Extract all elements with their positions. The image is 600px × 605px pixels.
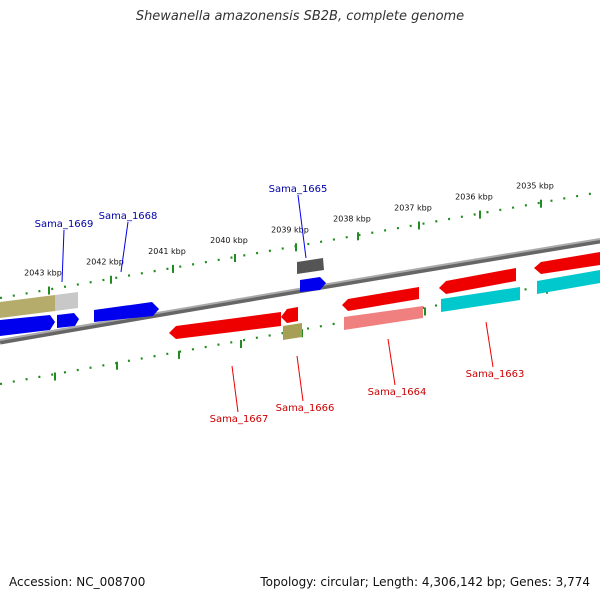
gene-red-right[interactable] — [534, 252, 600, 274]
gene-sama-1664[interactable] — [342, 287, 419, 311]
gene-sama-1665[interactable] — [300, 277, 326, 292]
gene-label-sama-1664[interactable]: Sama_1664 — [368, 387, 427, 398]
gene-label-sama-1663[interactable]: Sama_1663 — [466, 369, 525, 380]
leader-sama-1665 — [297, 194, 307, 259]
gene-label-sama-1668[interactable]: Sama_1668 — [99, 211, 158, 222]
tick-label: 2041 kbp — [148, 247, 186, 256]
topology-summary: Topology: circular; Length: 4,306,142 bp… — [260, 575, 590, 589]
gene-olive-1666[interactable] — [283, 323, 302, 340]
forward-genes — [0, 258, 326, 336]
leader-sama-1669 — [61, 229, 65, 283]
leader-sama-1667 — [231, 365, 239, 413]
leader-sama-1663 — [485, 321, 494, 368]
gene-sama-1666[interactable] — [281, 307, 298, 323]
tick-labels: 2035 kbp 2036 kbp 2037 kbp 2038 kbp 2039 kbp… — [24, 182, 554, 278]
tick-label: 2038 kbp — [333, 214, 371, 223]
gene-label-sama-1669[interactable]: Sama_1669 — [35, 219, 94, 230]
leader-sama-1668 — [120, 221, 129, 273]
tick-label: 2039 kbp — [271, 225, 309, 234]
gene-label-sama-1665[interactable]: Sama_1665 — [269, 184, 328, 195]
gene-label-sama-1666[interactable]: Sama_1666 — [276, 403, 335, 414]
gene-blue-small[interactable] — [57, 313, 79, 328]
tick-label: 2042 kbp — [86, 258, 124, 267]
tick-label: 2035 kbp — [516, 182, 554, 191]
gene-sama-1668[interactable] — [94, 302, 159, 322]
tick-label: 2040 kbp — [210, 236, 248, 245]
gene-olive-left[interactable] — [0, 295, 55, 318]
gene-sama-1667[interactable] — [169, 312, 281, 339]
tick-label: 2043 kbp — [24, 269, 62, 278]
gene-sama-1669[interactable] — [0, 315, 55, 336]
leader-sama-1664 — [387, 338, 396, 386]
gene-cyan-1663[interactable] — [441, 287, 520, 312]
gene-label-lines — [61, 194, 494, 413]
tick-label: 2037 kbp — [394, 203, 432, 212]
gene-sama-1663[interactable] — [439, 268, 516, 294]
gene-pink-1664[interactable] — [344, 306, 423, 330]
reverse-genes — [169, 252, 600, 340]
gene-label-sama-1667[interactable]: Sama_1667 — [210, 414, 269, 425]
leader-sama-1666 — [296, 355, 304, 402]
gene-grey-left[interactable] — [55, 292, 78, 311]
gene-cyan-right[interactable] — [537, 270, 600, 294]
tick-label: 2036 kbp — [455, 193, 493, 202]
gene-grey-1665-upper[interactable] — [297, 258, 324, 274]
map-title: Shewanella amazonensis SB2B, complete ge… — [135, 9, 465, 24]
accession-text: Accession: NC_008700 — [9, 575, 146, 589]
